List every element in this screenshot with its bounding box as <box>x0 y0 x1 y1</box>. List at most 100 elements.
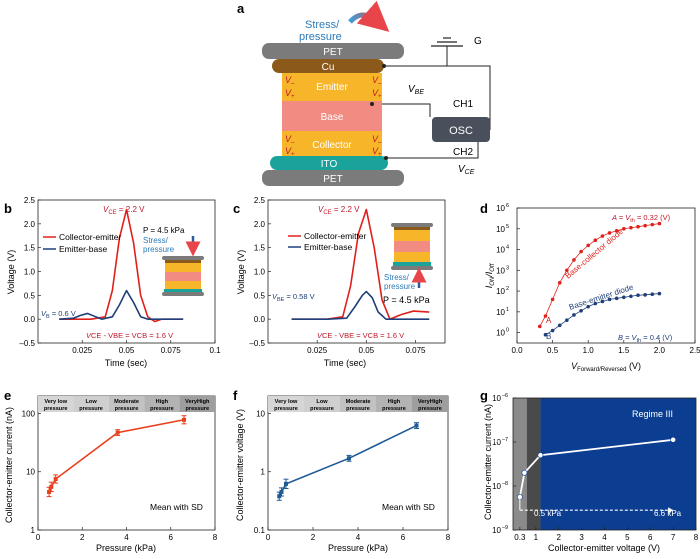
panel-a-letter: a <box>237 1 245 16</box>
panel-g-xticks: 0.3 1 2 3 4 5 6 7 8 <box>514 527 699 542</box>
d-ytick-exponent: 2 <box>506 286 509 292</box>
panel-g-regime-regions <box>513 398 696 530</box>
f-band-label: pressure <box>346 406 370 412</box>
panel-d-xlabel: VForward/Reversed (V) <box>571 361 641 373</box>
ch2-label: CH2 <box>453 147 473 158</box>
panel-e-xlabel: Pressure (kPa) <box>96 543 156 553</box>
d-data-point <box>593 301 598 306</box>
b-ytick-label: 1.5 <box>24 244 36 253</box>
c-ytick-label: 0.5 <box>254 291 266 300</box>
g-region-regime-3 <box>540 398 696 530</box>
collector-vminus: V– <box>285 134 295 146</box>
d-ytick-exponent: 4 <box>506 245 509 251</box>
g-range-arrow-icon <box>668 507 674 514</box>
panel-d-letter: d <box>480 201 488 216</box>
d-data-point <box>537 324 542 329</box>
d-data-point <box>572 258 576 262</box>
f-ytick-label: 10 <box>256 409 265 418</box>
f-xtick-label: 8 <box>446 533 451 542</box>
panel-f: f Very lowpressureLowpressureModeratepre… <box>233 388 451 553</box>
b-ytick-label: 2.5 <box>24 196 36 205</box>
e-band-label: High <box>156 399 169 405</box>
f-data-point <box>284 481 288 486</box>
panel-d-ylabel: ION/IOff <box>484 262 496 288</box>
panel-g-yticks: 10 –610 –710 –810 –9 <box>492 393 516 535</box>
d-data-point <box>650 222 655 227</box>
panel-e-pressure-bands: Very lowpressureLowpressureModeratepress… <box>38 396 215 412</box>
e-xtick-label: 0 <box>36 533 41 542</box>
panel-b-xlabel: Time (sec) <box>105 358 147 368</box>
g-ytick-label: 10 <box>492 438 501 447</box>
g-data-point <box>537 452 544 459</box>
f-data-point <box>414 423 419 428</box>
panel-d-ann-A-eq: A = Vth = 0.32 (V) <box>611 213 671 224</box>
panel-e-note: Mean with SD <box>150 502 203 512</box>
e-band-label: Moderate <box>114 399 139 405</box>
layer-pet-bottom <box>262 170 404 186</box>
d-ytick-exponent: 1 <box>506 307 509 313</box>
layer-ito-label: ITO <box>321 159 338 170</box>
f-band <box>340 396 376 412</box>
b-xtick-label: 0.025 <box>72 346 93 355</box>
panel-c-frame <box>267 199 446 344</box>
g-xtick-label: 8 <box>694 533 699 542</box>
panel-c-letter: c <box>233 201 240 216</box>
panel-f-series <box>276 422 419 501</box>
panel-f-xticks: 0 2 4 6 8 <box>266 527 451 542</box>
layer-collector-label: Collector <box>312 140 352 151</box>
ch1-label: CH1 <box>453 99 473 110</box>
d-data-point <box>565 268 569 273</box>
f-band-label: VeryHigh <box>418 399 443 405</box>
b-ytick-label: 2.0 <box>24 220 36 229</box>
panel-d-xticks: 0.0 0.5 1.0 1.5 2.0 2.5 <box>511 340 700 355</box>
collector-vplus-right: V+ <box>372 146 382 158</box>
e-band-label: VeryHigh <box>185 399 210 405</box>
f-xtick-label: 2 <box>311 533 316 542</box>
d-data-point <box>607 297 612 302</box>
d-data-point <box>557 280 562 285</box>
f-band <box>304 396 340 412</box>
vbe-label: VBE <box>408 84 424 96</box>
e-band-label: Low <box>86 399 98 405</box>
panel-b-series <box>59 208 184 323</box>
g-xtick-label: 0.3 <box>514 533 526 542</box>
panel-c-ann-pressure: P = 4.5 kPa <box>383 295 430 305</box>
g-ytick-label: 10 <box>492 526 501 535</box>
c-xtick-label: 0.025 <box>307 346 328 355</box>
f-data-point <box>347 456 351 461</box>
f-band-label: pressure <box>274 406 298 412</box>
panel-c-legend-ce: Collector-emitter <box>304 231 367 241</box>
panel-b-ann-vb: VB = 0.6 V <box>41 309 76 320</box>
panel-d: d ION/IOff VForward/Reversed (V) 10 610 51… <box>480 201 700 373</box>
panel-c-ann-stress-1: Stress/ <box>384 273 410 282</box>
d-ytick-exponent: 5 <box>506 224 509 230</box>
e-ytick-label: 1 <box>31 526 36 535</box>
layer-emitter-label: Emitter <box>316 82 348 93</box>
g-ytick-exponent: –9 <box>502 525 508 531</box>
d-xtick-label: 2.5 <box>689 346 700 355</box>
panel-g-regime1: Regime I <box>480 416 487 444</box>
panel-d-bc-label: Base-collector diode <box>564 227 626 281</box>
osc-box <box>432 117 490 142</box>
f-band-label: pressure <box>382 406 406 412</box>
panel-a: a Stress/ pressure PET Cu Emitter Base C… <box>237 0 491 186</box>
stress-arrow-icon <box>348 0 390 32</box>
d-ytick-exponent: 6 <box>506 203 509 209</box>
b-ytick-label: 0.0 <box>24 315 36 324</box>
f-band <box>376 396 412 412</box>
b-series-emitter-base <box>59 289 184 320</box>
d-data-point <box>586 243 590 248</box>
d-data-point <box>550 328 555 333</box>
g-xtick-label: 2 <box>557 533 562 542</box>
panel-d-ann-B-eq: B = Vth = 0.4 (V) <box>618 333 673 344</box>
panel-f-yticks: 10 1 0.1 <box>254 409 271 535</box>
layer-base-label: Base <box>321 112 344 123</box>
panel-g-ylabel: Collector-emitter current (nA) <box>483 404 493 520</box>
f-xtick-label: 6 <box>401 533 406 542</box>
e-ytick-label: 10 <box>26 468 35 477</box>
vce-label: VCE <box>458 164 475 176</box>
panel-b-ann-stress-1: Stress/ <box>143 236 169 245</box>
panel-g-xlabel: Collector-emitter voltage (V) <box>548 543 660 553</box>
emitter-vplus-right: V+ <box>372 88 382 100</box>
